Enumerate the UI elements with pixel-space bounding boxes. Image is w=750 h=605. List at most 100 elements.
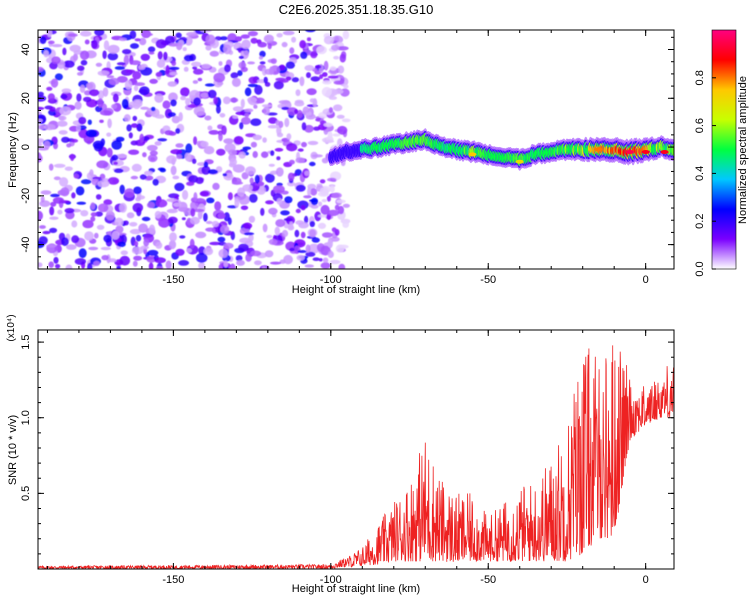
noise-blob bbox=[164, 35, 175, 46]
noise-blob bbox=[220, 225, 230, 234]
ridge-peak bbox=[468, 152, 477, 157]
noise-blob bbox=[223, 260, 229, 268]
noise-blob bbox=[312, 257, 320, 262]
noise-blob bbox=[132, 71, 142, 80]
noise-blob bbox=[64, 208, 75, 214]
noise-blob bbox=[91, 39, 98, 49]
noise-blob bbox=[231, 181, 244, 185]
noise-blob bbox=[334, 204, 340, 211]
noise-blob bbox=[265, 173, 275, 183]
noise-blob bbox=[163, 51, 168, 61]
tick-label: -50 bbox=[480, 274, 496, 286]
noise-blob bbox=[125, 69, 136, 74]
noise-blob bbox=[299, 76, 305, 87]
noise-blob bbox=[146, 255, 157, 263]
noise-blob bbox=[212, 182, 220, 190]
noise-blob bbox=[53, 256, 59, 264]
noise-blob bbox=[76, 201, 87, 205]
snr-yscale-label: (x10⁴) bbox=[6, 314, 17, 341]
noise-blob bbox=[164, 130, 174, 136]
noise-blob bbox=[113, 168, 124, 173]
noise-blob bbox=[97, 203, 109, 213]
noise-blob bbox=[336, 46, 349, 51]
noise-blob bbox=[88, 246, 99, 251]
noise-blob bbox=[140, 53, 150, 61]
colorbar-frame bbox=[711, 29, 737, 270]
ridge-peak bbox=[641, 149, 650, 154]
noise-blob bbox=[75, 186, 85, 196]
noise-blob bbox=[133, 82, 146, 86]
noise-blob bbox=[240, 98, 245, 109]
noise-blob bbox=[223, 242, 234, 249]
noise-blob bbox=[155, 266, 164, 269]
noise-blob bbox=[322, 257, 329, 263]
noise-blob bbox=[263, 34, 274, 43]
noise-blob bbox=[333, 55, 340, 60]
noise-blob bbox=[267, 43, 272, 50]
noise-blob bbox=[249, 177, 254, 184]
noise-blob bbox=[54, 73, 63, 81]
noise-blob bbox=[142, 152, 147, 158]
noise-blob bbox=[123, 55, 130, 66]
noise-blob bbox=[337, 125, 348, 135]
ridge-peak bbox=[625, 149, 634, 154]
noise-blob bbox=[278, 120, 284, 129]
noise-blob bbox=[96, 160, 109, 169]
noise-blob bbox=[242, 222, 253, 230]
noise-blob bbox=[107, 177, 120, 185]
noise-blob bbox=[182, 189, 189, 200]
noise-blob bbox=[308, 243, 320, 254]
noise-blob bbox=[240, 66, 248, 73]
noise-blob bbox=[60, 94, 68, 100]
noise-blob bbox=[310, 197, 319, 206]
noise-blob bbox=[232, 115, 239, 119]
noise-blob bbox=[216, 81, 224, 86]
noise-blob bbox=[46, 86, 53, 91]
noise-blob bbox=[186, 248, 192, 253]
noise-blob bbox=[130, 43, 139, 49]
noise-blob bbox=[206, 197, 215, 204]
noise-blob bbox=[152, 178, 159, 186]
noise-blob bbox=[117, 241, 126, 248]
noise-blob bbox=[129, 222, 138, 227]
noise-blob bbox=[295, 208, 301, 214]
tick-label: 0.5 bbox=[20, 486, 32, 501]
noise-blob bbox=[285, 76, 292, 81]
noise-blob bbox=[62, 47, 67, 56]
noise-blob bbox=[175, 32, 182, 39]
noise-blob bbox=[305, 30, 316, 33]
noise-blob bbox=[189, 238, 195, 249]
noise-blob bbox=[241, 117, 251, 125]
noise-blob bbox=[154, 141, 162, 146]
noise-blob bbox=[199, 30, 212, 33]
noise-blob bbox=[229, 158, 237, 166]
noise-blob bbox=[336, 199, 346, 204]
noise-blob bbox=[233, 136, 244, 145]
noise-blob bbox=[141, 216, 151, 222]
noise-blob bbox=[49, 106, 56, 112]
noise-blob bbox=[253, 104, 258, 109]
noise-blob bbox=[190, 208, 196, 217]
noise-blob bbox=[333, 80, 345, 85]
noise-blob bbox=[276, 198, 283, 205]
noise-blob bbox=[218, 131, 223, 142]
noise-blob bbox=[80, 179, 92, 185]
noise-blob bbox=[178, 112, 183, 122]
noise-blob bbox=[229, 97, 239, 103]
noise-blob bbox=[213, 96, 218, 105]
noise-blob bbox=[331, 88, 344, 95]
noise-blob bbox=[43, 50, 49, 58]
snr-xlabel: Height of straight line (km) bbox=[292, 583, 420, 595]
noise-blob bbox=[92, 140, 104, 149]
noise-blob bbox=[329, 259, 341, 265]
noise-blob bbox=[284, 196, 293, 204]
tick-label: 0 bbox=[643, 274, 649, 286]
noise-blob bbox=[181, 217, 186, 221]
noise-blob bbox=[76, 93, 82, 102]
noise-blob bbox=[130, 123, 139, 128]
noise-blob bbox=[203, 161, 209, 168]
noise-blob bbox=[119, 202, 127, 213]
noise-blob bbox=[240, 34, 250, 39]
noise-blob bbox=[243, 232, 255, 236]
noise-blob bbox=[205, 45, 212, 51]
